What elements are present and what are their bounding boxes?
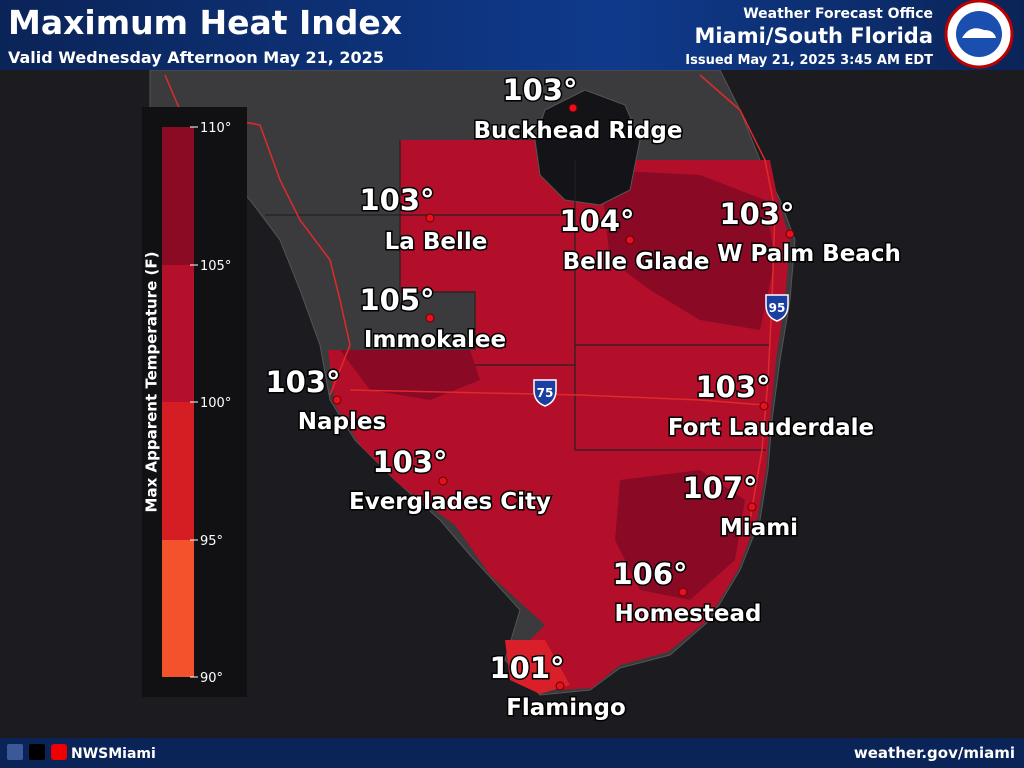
facebook-icon[interactable] [7, 744, 23, 760]
city-dot [759, 401, 769, 411]
legend-ticks: 110° 105° 100° 95° 90° [190, 121, 231, 686]
city-dot [568, 103, 578, 113]
city-value: 106° [612, 557, 687, 591]
heat-area-dark [600, 170, 775, 330]
title: Maximum Heat Index [8, 3, 402, 42]
city-dot [625, 235, 635, 245]
city-name: Miami [720, 515, 798, 541]
city-dot [785, 229, 795, 239]
lake-okeechobee [534, 89, 641, 206]
city-name: La Belle [385, 229, 488, 255]
footer-bar [0, 738, 1024, 768]
city-name: Everglades City [349, 489, 551, 515]
city-value: 103° [359, 183, 434, 217]
city-dot [332, 395, 342, 405]
nws-logo [944, 0, 1014, 69]
county-lines [265, 140, 770, 451]
city-dot [438, 476, 448, 486]
city-dot [425, 213, 435, 223]
heat-area-light [505, 640, 570, 694]
city-name: Naples [298, 409, 386, 435]
subtitle: Valid Wednesday Afternoon May 21, 2025 [8, 48, 384, 67]
city-value: 105° [359, 283, 434, 317]
x-icon[interactable] [29, 744, 45, 760]
region: Miami/South Florida [694, 24, 933, 48]
heat-area-dark [340, 350, 480, 400]
legend-swatch [162, 402, 194, 540]
office: Weather Forecast Office [743, 6, 933, 22]
youtube-icon[interactable] [51, 744, 67, 760]
city-value: 103° [372, 445, 447, 479]
legend-tick-label: 100° [200, 396, 231, 411]
city-value: 103° [265, 365, 340, 399]
legend-swatch [162, 127, 194, 265]
city-name: Flamingo [506, 695, 626, 721]
shield-number: 75 [537, 386, 554, 400]
shield-number: 95 [769, 301, 786, 315]
cities: 103° Buckhead Ridge 103° La Belle 104° Belle … [264, 72, 902, 723]
city-dot [425, 313, 435, 323]
heat-area-dark [615, 470, 745, 600]
city-dot [678, 587, 688, 597]
legend-swatch [162, 540, 194, 677]
header-bar [0, 0, 1024, 70]
legend-tick-label: 105° [200, 259, 231, 274]
interstate-shield: 95 [765, 294, 789, 322]
shield-shape [533, 379, 557, 407]
city-value: 104° [559, 204, 634, 238]
city-name: Homestead [615, 601, 762, 627]
city-name: Immokalee [364, 327, 506, 353]
legend-title: Max Apparent Temperature (F) [143, 252, 161, 513]
issued: Issued May 21, 2025 3:45 AM EDT [685, 53, 933, 68]
social-handle: NWSMiami [71, 746, 156, 762]
city-dot [555, 681, 565, 691]
city-name: Fort Lauderdale [668, 415, 874, 441]
legend-tick-label: 95° [200, 534, 223, 549]
city-value: 101° [489, 651, 564, 685]
city-value: 103° [502, 73, 577, 107]
city-name: W Palm Beach [717, 241, 901, 267]
city-value: 107° [682, 471, 757, 505]
legend-swatch [162, 265, 194, 402]
city-name: Buckhead Ridge [474, 118, 683, 144]
interstate-shield: 75 [533, 379, 557, 407]
legend-tick-label: 110° [200, 121, 231, 136]
city-name: Belle Glade [563, 249, 710, 275]
legend-tick-label: 90° [200, 671, 223, 686]
website: weather.gov/miami [854, 744, 1015, 762]
city-value: 103° [719, 197, 794, 231]
city-dot [747, 502, 757, 512]
shield-shape [765, 294, 789, 322]
city-value: 103° [695, 370, 770, 404]
